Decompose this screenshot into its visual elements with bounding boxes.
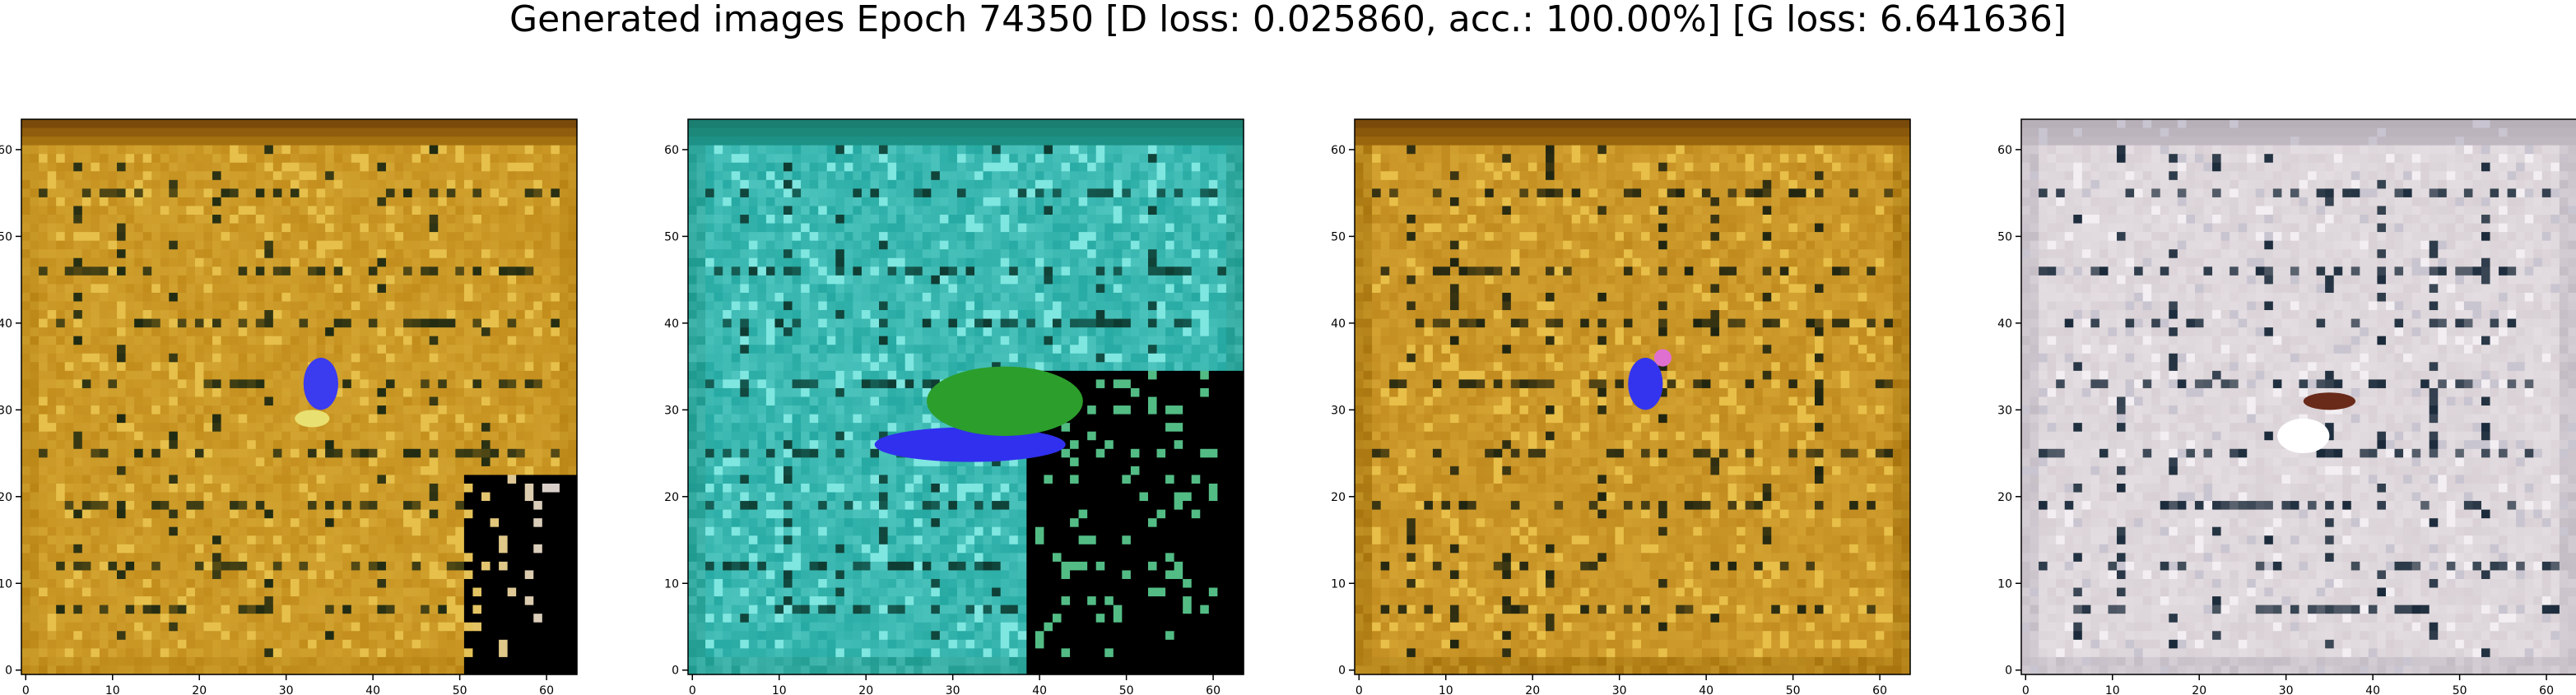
axes-frame: [687, 118, 1244, 675]
axes-frame: [1354, 118, 1911, 675]
y-tick-label: 60: [0, 144, 12, 157]
image-feature-1: [303, 358, 338, 410]
y-tick-label: 60: [664, 144, 679, 157]
y-tick-label: 40: [664, 317, 679, 331]
image-feature-2: [295, 410, 330, 428]
y-tick-label: 60: [1331, 144, 1346, 157]
image-panel-2: 0 10 20 30 40 50 60 0 10 20 30 40 50 60: [664, 118, 1244, 695]
x-tick-label: 30: [279, 684, 294, 695]
y-tick-label: 0: [2005, 665, 2012, 678]
y-tick-label: 10: [0, 577, 12, 591]
image-panel-3: 0 10 20 30 40 50 60 0 10 20 30 40 50 60: [1331, 118, 1911, 695]
x-tick-label: 60: [2539, 684, 2554, 695]
y-tick-label: 30: [1331, 404, 1346, 417]
y-tick-label: 0: [5, 665, 12, 678]
y-tick-label: 50: [1331, 230, 1346, 243]
image-panel-4: 0 10 20 30 40 50 60 0 10 20 30 40 50 60: [1997, 118, 2576, 695]
image-feature-2: [2277, 418, 2330, 454]
y-tick-label: 10: [1331, 577, 1346, 591]
image-feature-1: [2303, 392, 2356, 410]
x-tick-label: 0: [689, 684, 696, 695]
y-tick-label: 40: [0, 317, 12, 331]
generated-image-2: [688, 119, 1244, 675]
x-tick-label: 0: [2022, 684, 2030, 695]
y-tick-label: 20: [1331, 491, 1346, 504]
x-tick-label: 60: [1872, 684, 1887, 695]
y-tick-label: 10: [1997, 577, 2012, 591]
x-tick-label: 50: [1119, 684, 1134, 695]
x-tick-label: 30: [946, 684, 960, 695]
figure-title: Generated images Epoch 74350 [D loss: 0.…: [509, 0, 2067, 40]
x-tick-label: 20: [2192, 684, 2206, 695]
x-tick-label: 20: [192, 684, 207, 695]
y-tick-label: 40: [1997, 317, 2012, 331]
y-tick-label: 50: [1997, 230, 2012, 243]
y-tick-label: 0: [672, 665, 679, 678]
x-tick-label: 30: [1612, 684, 1627, 695]
image-feature-2: [1653, 349, 1672, 367]
x-tick-label: 40: [365, 684, 380, 695]
y-tick-label: 20: [664, 491, 679, 504]
x-tick-label: 40: [1699, 684, 1713, 695]
y-tick-label: 10: [664, 577, 679, 591]
x-tick-label: 40: [1032, 684, 1047, 695]
x-tick-label: 0: [22, 684, 30, 695]
generated-image-4: [2021, 119, 2576, 675]
y-tick-label: 60: [1997, 144, 2012, 157]
x-tick-label: 20: [858, 684, 873, 695]
generated-image-1: [21, 119, 578, 675]
x-tick-label: 10: [1439, 684, 1453, 695]
x-tick-label: 50: [453, 684, 467, 695]
image-feature-1: [874, 427, 1066, 462]
x-tick-label: 60: [539, 684, 554, 695]
generated-image-3: [1355, 119, 1911, 675]
x-tick-label: 60: [1206, 684, 1221, 695]
axes-frame: [21, 118, 578, 675]
image-feature-2: [927, 366, 1083, 436]
y-tick-label: 20: [1997, 491, 2012, 504]
x-tick-label: 40: [2365, 684, 2380, 695]
x-tick-label: 50: [1786, 684, 1801, 695]
y-tick-label: 30: [664, 404, 679, 417]
x-tick-label: 10: [105, 684, 120, 695]
x-tick-label: 10: [772, 684, 787, 695]
x-tick-label: 20: [1525, 684, 1540, 695]
axes-frame: [2020, 118, 2576, 675]
image-feature-1: [1628, 358, 1663, 410]
y-tick-label: 0: [1338, 665, 1346, 678]
y-tick-label: 30: [1997, 404, 2012, 417]
x-tick-label: 50: [2453, 684, 2467, 695]
x-tick-label: 10: [2105, 684, 2120, 695]
image-panel-1: 0 10 20 30 40 50 60 0 10 20 30 40 50 60: [0, 118, 578, 695]
x-tick-label: 30: [2279, 684, 2294, 695]
y-tick-label: 50: [664, 230, 679, 243]
y-tick-label: 40: [1331, 317, 1346, 331]
y-tick-label: 50: [0, 230, 12, 243]
y-tick-label: 20: [0, 491, 12, 504]
y-tick-label: 30: [0, 404, 12, 417]
x-tick-label: 0: [1355, 684, 1363, 695]
